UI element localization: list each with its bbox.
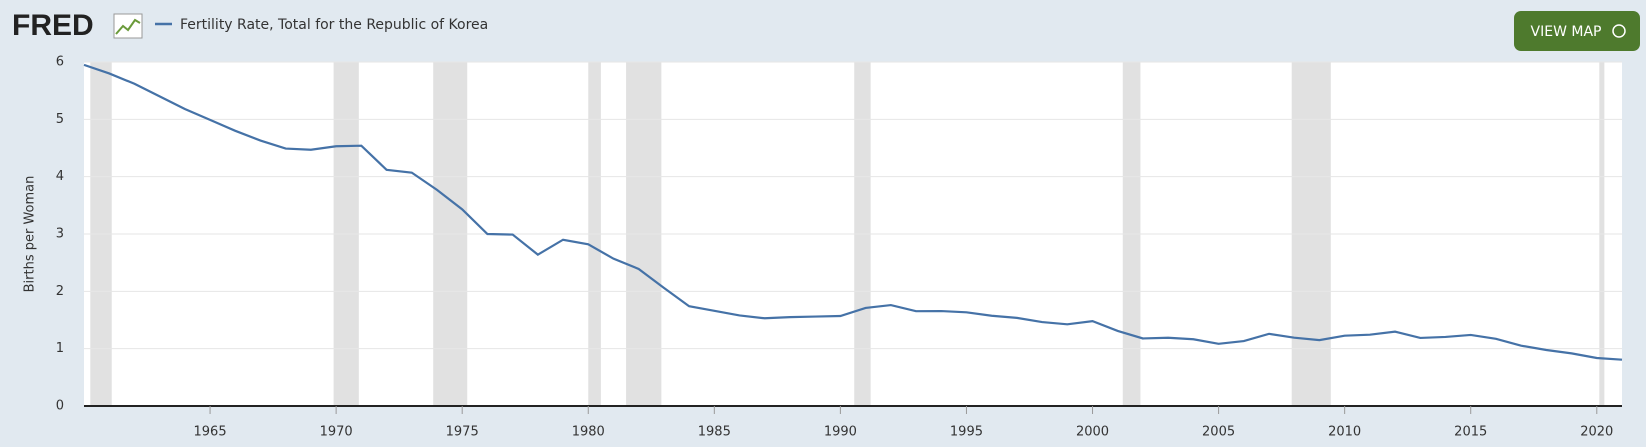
y-tick-label: 5: [56, 112, 64, 127]
y-tick-label: 6: [56, 55, 64, 70]
x-tick-label: 1980: [572, 425, 605, 440]
x-tick-label: 2005: [1202, 425, 1235, 440]
x-tick-label: 2020: [1580, 425, 1613, 440]
button-bg[interactable]: [1514, 11, 1640, 51]
x-tick-label: 2015: [1454, 425, 1487, 440]
logo-icon: [113, 13, 143, 39]
y-tick-label: 2: [56, 284, 64, 299]
line-series: [83, 63, 1623, 361]
logo: FRED: [12, 9, 94, 42]
x-tick-label: 2010: [1328, 425, 1361, 440]
y-tick-label: 3: [56, 227, 64, 242]
globe-icon: [1612, 24, 1626, 38]
y-axis-label: Births per Woman: [23, 176, 38, 293]
x-tick-label: 1965: [194, 425, 227, 440]
x-tick-label: 1985: [698, 425, 731, 440]
view-map-button[interactable]: VIEW MAP: [1514, 11, 1640, 51]
y-tick-label: 4: [56, 169, 64, 184]
x-tick-label: 1995: [950, 425, 983, 440]
x-tick-label: 2000: [1076, 425, 1109, 440]
button-label[interactable]: VIEW MAP: [1531, 24, 1602, 40]
legend-label: Fertility Rate, Total for the Republic o…: [180, 17, 488, 33]
x-tick-label: 1970: [320, 425, 353, 440]
y-tick-label: 1: [56, 341, 64, 356]
x-tick-label: 1990: [824, 425, 857, 440]
x-tick-label: 1975: [446, 425, 479, 440]
y-tick-label: 0: [56, 399, 64, 414]
